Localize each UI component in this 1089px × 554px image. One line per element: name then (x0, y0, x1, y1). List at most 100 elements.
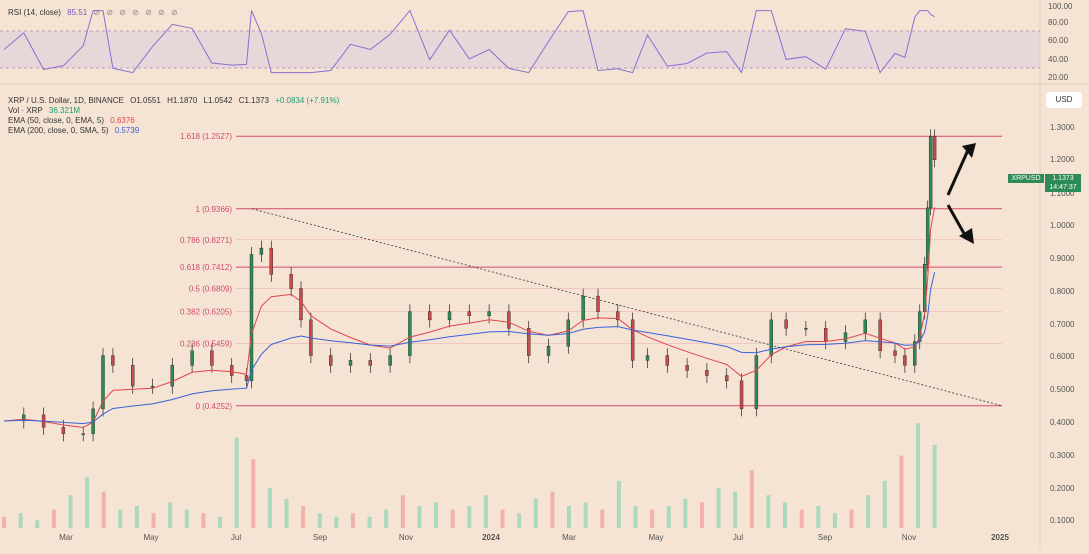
price-tick-label: 0.6000 (1050, 352, 1075, 361)
candle-body (705, 370, 709, 376)
price-tick-label: 0.7000 (1050, 320, 1075, 329)
volume-bar (899, 455, 904, 528)
volume-bar (434, 502, 439, 528)
volume-bar (600, 509, 605, 528)
volume-bar (733, 491, 738, 528)
candle-body (487, 311, 491, 316)
price-tick-label: 0.4000 (1050, 418, 1075, 427)
ema200-line (3, 272, 936, 425)
candle-body (289, 274, 293, 289)
candle-body (348, 360, 353, 366)
candle-body (408, 311, 412, 356)
volume-bar (932, 444, 937, 528)
time-tick-label: Jul (231, 533, 241, 542)
price-tick-label: 1.0000 (1050, 221, 1075, 230)
candle-body (428, 311, 432, 321)
candle-body (388, 355, 392, 366)
ema50-line (3, 207, 936, 429)
volume-bar (284, 498, 289, 528)
volume-bar (168, 502, 173, 528)
down-arrow-shaft (946, 204, 968, 238)
volume-bar (882, 480, 887, 528)
candle-body (824, 328, 828, 342)
price-tick-label: 1.1000 (1050, 189, 1075, 198)
last-price: 1.1373 (1052, 175, 1074, 182)
rsi-line (3, 9, 935, 74)
volume-bar (583, 502, 588, 528)
rsi-band (0, 31, 1040, 68)
up-arrow-shaft (946, 149, 970, 196)
candle-body (249, 254, 254, 381)
volume-bar (832, 513, 837, 528)
fib-level-label: 0.5 (0.6809) (189, 284, 232, 293)
candle-body (368, 360, 372, 366)
volume-bar (367, 516, 372, 528)
price-tick-label: 0.2000 (1050, 484, 1075, 493)
volume-bar (334, 516, 339, 528)
volume-bar (118, 509, 123, 528)
candle-body (925, 207, 930, 265)
candle-body (150, 385, 155, 388)
volume-bar (350, 513, 355, 528)
fib-level-label: 0.382 (0.6205) (180, 307, 232, 316)
volume-bar (616, 480, 621, 528)
last-price-tag: 1.1373 14:47:37 (1045, 174, 1081, 192)
up-arrow-head (962, 143, 976, 158)
candle-body (130, 365, 135, 387)
candle-body (210, 350, 214, 366)
volume-bar (201, 513, 206, 528)
candle-body (685, 365, 689, 371)
price-tick-label: 0.5000 (1050, 385, 1075, 394)
close-value: C1.1373 (238, 96, 269, 105)
fib-level-label: 0 (0.4252) (196, 402, 233, 411)
candle-body (739, 380, 744, 410)
candle-body (928, 136, 933, 209)
volume-bar (766, 495, 771, 528)
volume-bar (650, 509, 655, 528)
candle-body (61, 427, 66, 434)
volume-bar (450, 509, 455, 528)
time-tick-label: 2024 (482, 533, 500, 542)
currency-button[interactable]: USD (1046, 92, 1082, 108)
candle-body (630, 319, 635, 361)
candle-body (863, 319, 867, 333)
time-tick-label: May (143, 533, 158, 542)
volume-bar (317, 513, 322, 528)
candle-body (725, 375, 729, 381)
volume-bar (301, 506, 306, 528)
price-tick-label: 0.1000 (1050, 516, 1075, 525)
volume-bar (184, 509, 189, 528)
rsi-tick-label: 80.00 (1048, 18, 1069, 27)
volume-bar (483, 495, 488, 528)
main-legend: XRP / U.S. Dollar, 1D, BINANCE O1.0551 H… (8, 96, 343, 136)
candle-body (645, 355, 650, 361)
candle-body (467, 311, 471, 316)
volume-bar (849, 509, 854, 528)
candle-body (329, 355, 333, 366)
time-tick-label: Nov (399, 533, 413, 542)
price-tick-label: 1.2000 (1050, 155, 1075, 164)
candle-body (893, 350, 897, 356)
candle-body (259, 247, 264, 255)
candle-body (269, 247, 273, 275)
volume-bar (533, 498, 538, 528)
candle-body (596, 295, 600, 312)
candle-body (101, 355, 105, 410)
candle-body (878, 319, 882, 352)
fib-level-label: 0.618 (0.7412) (180, 263, 232, 272)
candle-body (244, 375, 249, 381)
rsi-label: RSI (14, close) (8, 8, 61, 17)
candle-body (507, 311, 511, 329)
candle-body (581, 295, 585, 321)
symbol-price-tag: XRPUSD (1008, 174, 1044, 183)
volume-bar (267, 488, 272, 528)
candle-body (932, 136, 937, 160)
volume-bar (35, 520, 40, 528)
price-tick-label: 0.8000 (1050, 287, 1075, 296)
rsi-tick-label: 40.00 (1048, 55, 1069, 64)
rsi-toolbar-icons[interactable]: ⊘ ⊘ ⊘ ⊘ ⊘ ⊘ ⊘ (93, 8, 180, 17)
candle-body (111, 355, 115, 366)
volume-bar (68, 495, 73, 528)
rsi-tick-label: 60.00 (1048, 36, 1069, 45)
